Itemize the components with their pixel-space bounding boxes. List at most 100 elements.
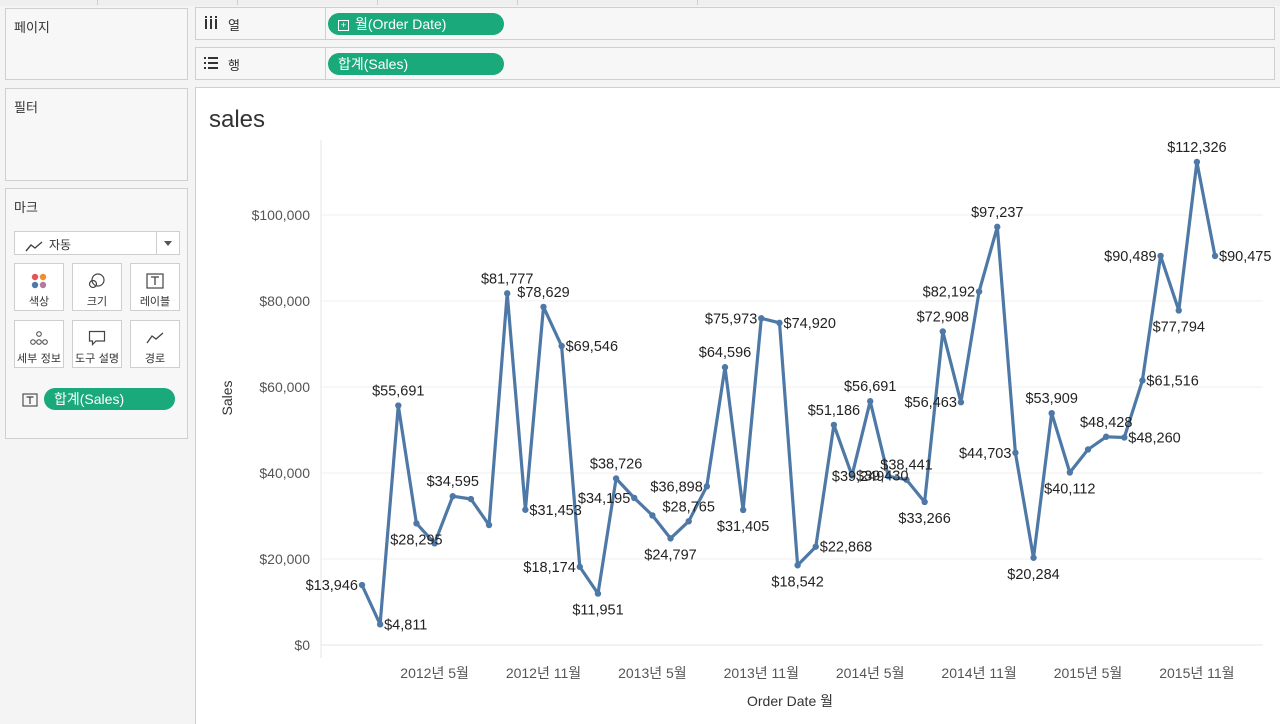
label-card[interactable]: 레이블 [130, 263, 180, 311]
data-point[interactable] [1030, 554, 1037, 561]
data-point[interactable] [1211, 252, 1219, 260]
pages-shelf[interactable]: 페이지 [5, 8, 188, 80]
data-label: $28,295 [390, 532, 442, 548]
data-point[interactable] [558, 342, 565, 350]
data-label: $51,186 [808, 403, 860, 419]
data-point[interactable] [1157, 252, 1164, 260]
data-label: $61,516 [1146, 374, 1198, 390]
columns-pill-label: 월(Order Date) [355, 16, 447, 32]
tooltip-card[interactable]: 도구 설명 [72, 320, 122, 368]
data-point[interactable] [1121, 434, 1128, 441]
sales-series-line[interactable] [360, 160, 1217, 626]
data-point[interactable] [867, 398, 874, 405]
data-point[interactable] [848, 472, 856, 479]
data-point[interactable] [721, 364, 729, 371]
data-point[interactable] [903, 476, 910, 483]
label-sales-pill[interactable]: 합계(Sales) [44, 388, 175, 410]
size-card[interactable]: 크기 [72, 263, 122, 311]
data-label: $11,951 [572, 603, 623, 619]
x-tick-label: 2015년 11월 [1159, 665, 1234, 681]
data-point[interactable] [576, 563, 583, 571]
data-point[interactable] [776, 319, 783, 327]
data-point[interactable] [431, 540, 438, 547]
path-card-label: 경로 [144, 352, 166, 365]
data-label: $36,898 [650, 479, 702, 495]
data-point[interactable] [975, 288, 983, 295]
data-point[interactable] [667, 535, 674, 542]
data-point[interactable] [921, 498, 928, 506]
data-point[interactable] [540, 303, 547, 311]
data-point[interactable] [395, 402, 402, 409]
data-point[interactable] [358, 581, 366, 589]
data-point[interactable] [1139, 377, 1146, 384]
data-point[interactable] [1193, 158, 1201, 166]
detail-card[interactable]: 세부 정보 [14, 320, 64, 368]
data-point[interactable] [794, 562, 801, 569]
data-point[interactable] [703, 483, 711, 490]
columns-order-date-pill[interactable]: + 월(Order Date) [328, 13, 504, 35]
data-label: $20,284 [1007, 567, 1059, 583]
rows-sales-pill[interactable]: 합계(Sales) [328, 53, 504, 75]
data-label: $72,908 [917, 310, 969, 326]
data-point[interactable] [522, 506, 529, 513]
rows-icon [204, 56, 218, 73]
data-point[interactable] [830, 421, 838, 429]
mark-type-dropdown[interactable]: 자동 [14, 231, 180, 255]
data-point[interactable] [594, 590, 602, 597]
label-icon [131, 271, 179, 291]
data-label: $55,691 [372, 384, 424, 400]
data-point[interactable] [649, 512, 656, 519]
data-label: $39,249 [832, 469, 884, 485]
data-point[interactable] [504, 290, 511, 297]
data-point[interactable] [612, 475, 620, 482]
data-point[interactable] [939, 328, 946, 335]
x-tick-label: 2015년 5월 [1054, 665, 1123, 681]
view-canvas: sales $0 $20,000 $40,000 $60,000 $80,000 $100… [195, 87, 1280, 724]
x-tick-label: 2014년 11월 [941, 665, 1016, 681]
data-label: $56,463 [904, 395, 956, 411]
data-point[interactable] [1102, 433, 1110, 440]
rows-shelf[interactable]: 행 합계(Sales) [195, 47, 1275, 80]
data-point[interactable] [994, 223, 1001, 231]
rows-label: 행 [228, 59, 240, 74]
data-label: $13,946 [306, 578, 358, 594]
data-point[interactable] [957, 399, 965, 406]
data-label: $44,703 [959, 446, 1011, 462]
color-card[interactable]: 색상 [14, 263, 64, 311]
data-point[interactable] [413, 520, 420, 527]
path-card[interactable]: 경로 [130, 320, 180, 368]
data-point[interactable] [1012, 449, 1019, 456]
data-point[interactable] [812, 543, 819, 550]
chevron-down-icon[interactable] [156, 232, 179, 254]
data-point[interactable] [685, 518, 692, 525]
data-point[interactable] [449, 493, 456, 500]
y-tick-label: $80,000 [259, 293, 310, 309]
tooltip-icon [73, 328, 121, 348]
data-point[interactable] [631, 494, 638, 502]
data-label: $64,596 [699, 345, 751, 361]
data-point[interactable] [376, 621, 384, 628]
data-label: $82,192 [923, 285, 975, 301]
data-point[interactable] [467, 495, 475, 503]
data-point[interactable] [739, 506, 747, 514]
data-label: $31,453 [529, 503, 581, 519]
data-label: $90,489 [1104, 249, 1156, 265]
data-label: $56,691 [844, 379, 896, 395]
data-point[interactable] [1066, 469, 1074, 476]
expand-plus-icon[interactable]: + [338, 20, 349, 31]
y-axis-title: Sales [219, 380, 235, 415]
data-label: $34,195 [578, 491, 630, 507]
columns-shelf[interactable]: 열 + 월(Order Date) [195, 7, 1275, 40]
data-point[interactable] [885, 473, 892, 480]
data-point[interactable] [758, 315, 765, 322]
data-point[interactable] [1084, 446, 1092, 453]
filters-shelf[interactable]: 필터 [5, 88, 188, 181]
sales-line-chart: sales $0 $20,000 $40,000 $60,000 $80,000 $100… [209, 106, 1271, 709]
data-label: $38,441 [880, 458, 932, 474]
data-label: $75,973 [705, 311, 757, 327]
data-label: $24,797 [644, 547, 696, 563]
top-toolbar-strip [0, 0, 1280, 6]
data-point[interactable] [1048, 409, 1055, 417]
data-point[interactable] [1175, 307, 1182, 314]
data-point[interactable] [485, 521, 493, 529]
